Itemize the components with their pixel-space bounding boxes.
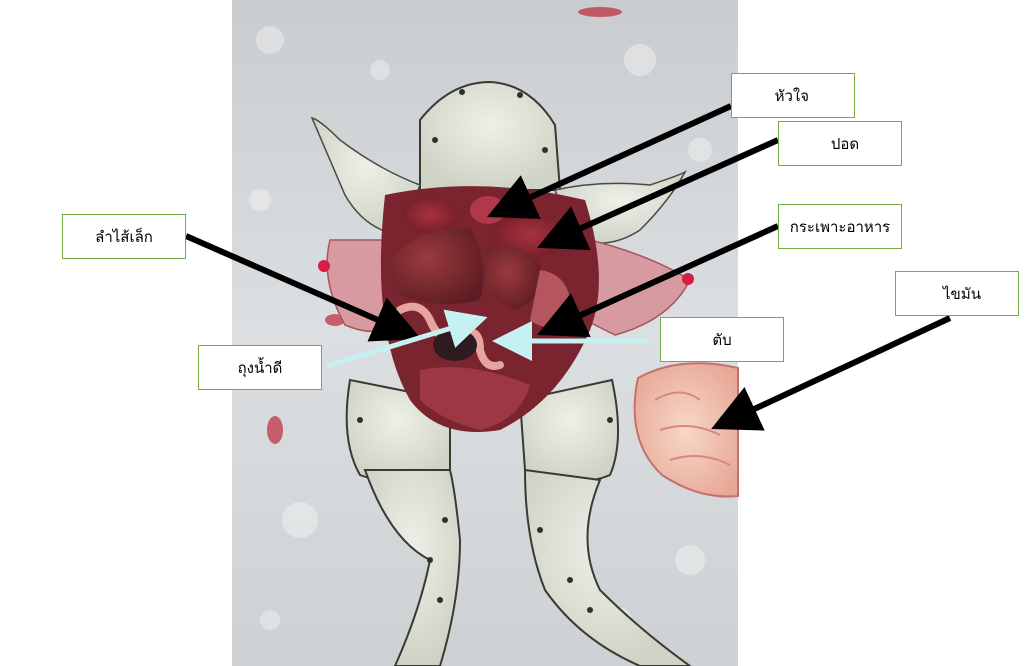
label-stomach: กระเพาะอาหาร (778, 204, 902, 249)
label-gallbladder-text: ถุงน้ำดี (237, 358, 283, 377)
label-liver: ตับ (660, 317, 784, 362)
arrow-gallbladder (326, 309, 488, 369)
arrow-lung (537, 137, 780, 251)
label-small-intestine: ลำไส้เล็ก (62, 214, 186, 259)
label-gallbladder: ถุงน้ำดี (198, 345, 322, 390)
label-fat-body: ไขมัน (895, 271, 1019, 316)
backdrop-texture (249, 26, 712, 632)
label-heart: หัวใจ (731, 73, 855, 118)
label-fat-body-text: ไขมัน (943, 284, 981, 303)
pin-right (682, 273, 694, 285)
arrow-heart (487, 103, 733, 219)
label-stomach-text: กระเพาะอาหาร (789, 217, 891, 236)
label-lung: ปอด (778, 121, 902, 166)
pin-left (318, 260, 330, 272)
label-lung-text: ปอด (830, 134, 860, 153)
blood-stains (267, 7, 622, 444)
label-small-intestine-text: ลำไส้เล็ก (95, 227, 153, 246)
label-heart-text: หัวใจ (774, 86, 809, 105)
arrow-stomach (537, 223, 780, 338)
label-liver-text: ตับ (712, 330, 732, 349)
arrow-small-intestine (184, 233, 421, 342)
arrow-fat-body (711, 315, 952, 431)
